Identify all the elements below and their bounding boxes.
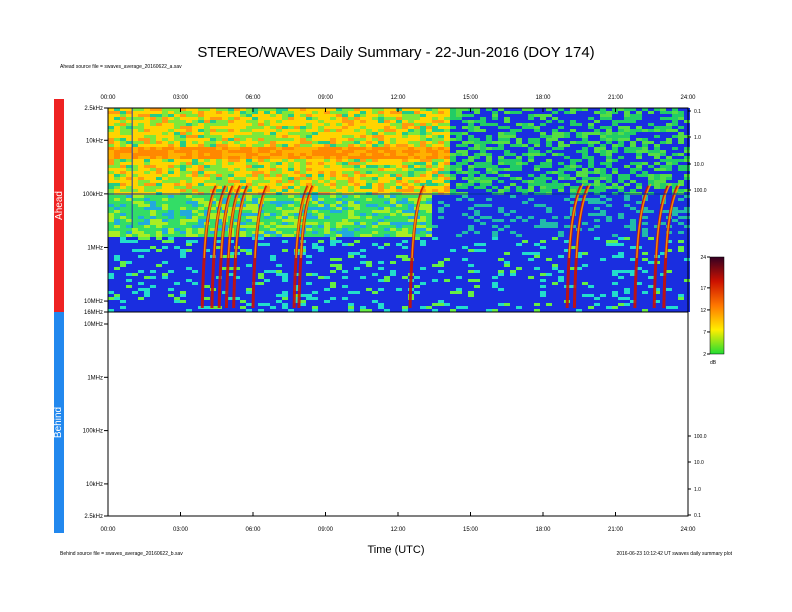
footer-timestamp: 2016-06-23 10:12:42 UT swaves daily summ… (616, 551, 732, 557)
type-iii-burst-edge (575, 183, 592, 259)
page-title: STEREO/WAVES Daily Summary - 22-Jun-2016… (197, 44, 595, 61)
y-tick-label: 2.5kHz (84, 106, 103, 112)
type-iii-burst-edge (300, 183, 316, 259)
right-tick-label: 0.1 (694, 513, 701, 519)
type-iii-burst-edge (295, 183, 311, 259)
y-tick-label: 100kHz (83, 429, 103, 435)
type-iii-burst-edge (665, 183, 681, 259)
type-iii-burst-edge (227, 183, 244, 259)
colorbar: 24 17 12 7 2 dB (700, 255, 725, 366)
x-tick-label-bottom: 18:00 (535, 527, 551, 533)
x-tick-label-top: 12:00 (390, 95, 406, 101)
x-tick-label-bottom: 09:00 (318, 527, 334, 533)
right-tick-label: 1.0 (694, 487, 701, 493)
ahead-source-label: Ahead source file = swaves_average_20160… (60, 64, 182, 70)
type-iii-burst-edge (636, 183, 652, 259)
type-iii-burst-edge (411, 183, 427, 259)
right-tick-label: 0.1 (694, 109, 701, 115)
type-iii-burst-edge (254, 183, 270, 259)
right-tick-label: 100.0 (694, 188, 707, 194)
y-tick-label: 1MHz (87, 375, 103, 381)
right-tick-label: 10.0 (694, 460, 704, 466)
behind-background (108, 312, 688, 516)
colorbar-tick-label: 2 (703, 352, 706, 358)
type-iii-burst-edge (655, 183, 671, 259)
y-tick-label: 10kHz (86, 482, 103, 488)
x-axis-title: Time (UTC) (367, 544, 425, 556)
y-tick-label: 10MHz (84, 299, 103, 305)
type-iii-burst-edge (568, 183, 584, 259)
y-tick-label: 100kHz (83, 192, 103, 198)
x-tick-label-top: 18:00 (535, 95, 551, 101)
colorbar-tick-label: 12 (700, 308, 706, 314)
x-tick-label-top: 21:00 (608, 95, 624, 101)
y-tick-label: 10kHz (86, 138, 103, 144)
type-iii-burst-edge (203, 183, 219, 259)
type-iii-burst-edge (234, 183, 251, 259)
colorbar-tick-label: 24 (700, 255, 706, 261)
ahead-spectrogram-panel (108, 108, 690, 312)
colorbar-tick-label: 7 (703, 330, 706, 336)
x-tick-label-top: 09:00 (318, 95, 334, 101)
chart-axes: 00:00 00:00 03:00 03:00 06:00 06:00 09:00 09:00… (83, 95, 707, 533)
ahead-side-bar (54, 99, 64, 312)
right-tick-label: 100.0 (694, 434, 707, 440)
x-tick-label-top: 15:00 (463, 95, 479, 101)
colorbar-unit: dB (710, 360, 717, 366)
y-tick-label: 16MHz (84, 310, 103, 316)
x-tick-label-top: 00:00 (100, 95, 116, 101)
x-tick-label-top: 24:00 (680, 95, 696, 101)
behind-source-label: Behind source file = swaves_average_2016… (60, 551, 183, 557)
x-tick-label-bottom: 06:00 (245, 527, 261, 533)
y-tick-label: 2.5kHz (84, 514, 103, 520)
y-tick-label: 1MHz (87, 245, 103, 251)
x-tick-label-bottom: 12:00 (390, 527, 406, 533)
x-tick-label-bottom: 00:00 (100, 527, 116, 533)
right-tick-label: 1.0 (694, 135, 701, 141)
x-tick-label-top: 03:00 (173, 95, 189, 101)
x-tick-label-bottom: 03:00 (173, 527, 189, 533)
colorbar-tick-label: 17 (700, 286, 706, 292)
behind-side-bar (54, 312, 64, 533)
x-tick-label-bottom: 21:00 (608, 527, 624, 533)
right-tick-label: 10.0 (694, 162, 704, 168)
colorbar-gradient (709, 256, 725, 355)
behind-spectrogram-panel (108, 312, 688, 516)
x-tick-label-bottom: 24:00 (680, 527, 696, 533)
x-tick-label-top: 06:00 (245, 95, 261, 101)
x-tick-label-bottom: 15:00 (463, 527, 479, 533)
type-iii-burst-edge (213, 183, 229, 259)
y-tick-label: 10MHz (84, 322, 103, 328)
type-iii-burst-edge (220, 183, 236, 259)
